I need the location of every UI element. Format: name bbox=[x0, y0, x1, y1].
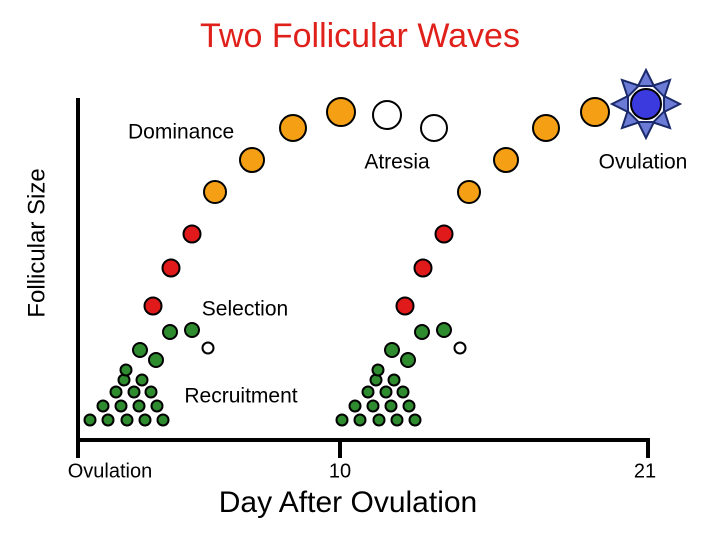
annotation: Atresia bbox=[364, 151, 430, 174]
follicle bbox=[436, 322, 452, 338]
follicle bbox=[402, 399, 416, 413]
annotation: Selection bbox=[202, 298, 288, 321]
follicle bbox=[326, 97, 356, 127]
ray bbox=[636, 67, 656, 87]
ray bbox=[620, 109, 641, 130]
follicle bbox=[434, 224, 454, 244]
follicle bbox=[239, 147, 265, 173]
follicle bbox=[144, 385, 158, 399]
follicle bbox=[120, 413, 134, 427]
follicle bbox=[414, 324, 430, 340]
follicle bbox=[420, 114, 448, 142]
follicle bbox=[396, 385, 410, 399]
ray bbox=[663, 94, 683, 114]
follicle bbox=[161, 258, 181, 278]
follicle bbox=[83, 413, 97, 427]
follicle bbox=[114, 399, 128, 413]
x-axis-label: Day After Ovulation bbox=[219, 486, 477, 519]
follicle bbox=[366, 399, 380, 413]
follicle bbox=[96, 399, 110, 413]
follicle bbox=[143, 296, 163, 316]
follicle bbox=[372, 100, 402, 130]
follicle bbox=[148, 352, 164, 368]
follicle bbox=[353, 413, 367, 427]
follicle bbox=[156, 413, 170, 427]
follicle bbox=[182, 224, 202, 244]
follicle bbox=[135, 373, 149, 387]
axes bbox=[76, 98, 650, 458]
follicle bbox=[132, 342, 148, 358]
follicle bbox=[119, 363, 133, 377]
follicle bbox=[408, 413, 422, 427]
x-tick-label: 21 bbox=[634, 460, 656, 482]
ray bbox=[636, 121, 656, 141]
ray bbox=[651, 78, 672, 99]
ray bbox=[609, 94, 629, 114]
follicle bbox=[127, 385, 141, 399]
follicle bbox=[371, 363, 385, 377]
follicle bbox=[335, 413, 349, 427]
follicle bbox=[532, 114, 560, 142]
follicle bbox=[390, 413, 404, 427]
follicle bbox=[109, 385, 123, 399]
follicle bbox=[184, 322, 200, 338]
follicle bbox=[379, 385, 393, 399]
follicle bbox=[384, 399, 398, 413]
ray bbox=[651, 109, 672, 130]
follicle bbox=[457, 180, 481, 204]
ray bbox=[620, 78, 641, 99]
follicle bbox=[580, 97, 610, 127]
follicle bbox=[413, 258, 433, 278]
x-tick-label: 10 bbox=[329, 460, 351, 482]
follicle bbox=[162, 324, 178, 340]
follicle bbox=[132, 399, 146, 413]
annotation: Ovulation bbox=[599, 151, 688, 174]
follicles bbox=[83, 97, 610, 427]
y-axis-label: Follicular Size bbox=[23, 168, 50, 317]
title: Two Follicular Waves bbox=[200, 17, 520, 55]
follicle bbox=[384, 342, 400, 358]
follicle bbox=[493, 147, 519, 173]
follicle bbox=[201, 341, 215, 355]
x-tick-label: Ovulation bbox=[68, 460, 153, 482]
follicle bbox=[372, 413, 386, 427]
follicle bbox=[203, 180, 227, 204]
follicle bbox=[138, 413, 152, 427]
follicle bbox=[279, 114, 307, 142]
annotation: Recruitment bbox=[184, 385, 297, 408]
follicle bbox=[361, 385, 375, 399]
follicle bbox=[150, 399, 164, 413]
follicle bbox=[395, 296, 415, 316]
follicle bbox=[387, 373, 401, 387]
ovulating-follicle bbox=[609, 67, 683, 141]
annotation: Dominance bbox=[128, 121, 234, 144]
follicle bbox=[348, 399, 362, 413]
follicle bbox=[400, 352, 416, 368]
ovulating-follicle-core bbox=[630, 88, 662, 120]
follicle bbox=[453, 341, 467, 355]
follicle bbox=[101, 413, 115, 427]
